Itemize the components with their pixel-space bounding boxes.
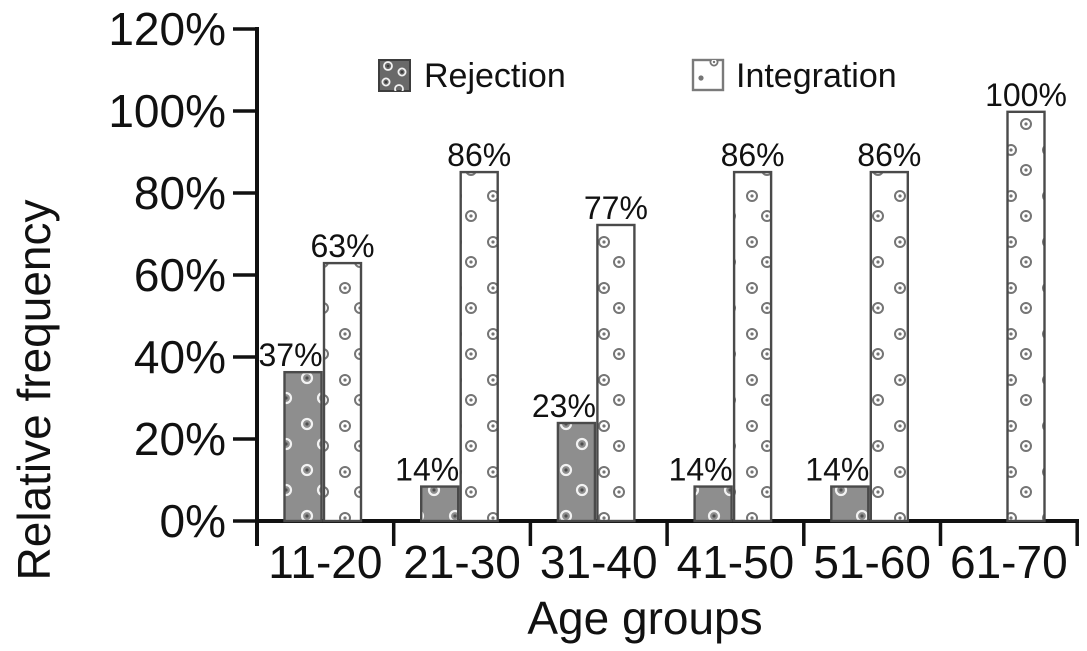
- legend-item-rejection: Rejection: [378, 57, 566, 95]
- y-tick-label: 20%: [134, 413, 226, 465]
- y-tick-label: 120%: [108, 3, 226, 55]
- value-label-integration-61-70: 100%: [985, 77, 1067, 113]
- legend-swatch-integration-icon: [691, 58, 725, 92]
- bar-rejection-41-50: [693, 485, 733, 523]
- value-label-rejection-11-20: 37%: [258, 337, 322, 373]
- value-label-rejection-51-60: 14%: [805, 452, 869, 488]
- value-label-rejection-21-30: 14%: [395, 452, 459, 488]
- x-tick-label: 21-30: [403, 536, 521, 588]
- axes: 0% 20% 40% 60% 80% 100% 120% 11-20 21-30 31-40 41-…: [108, 3, 1079, 588]
- value-label-integration-11-20: 63%: [310, 228, 374, 264]
- value-label-rejection-41-50: 14%: [669, 452, 733, 488]
- y-tick-label: 60%: [134, 249, 226, 301]
- legend-swatch-integration-dots: [698, 60, 719, 81]
- x-tick-label: 61-70: [950, 536, 1068, 588]
- value-label-rejection-31-40: 23%: [532, 388, 596, 424]
- x-axis-title: Age groups: [527, 592, 762, 644]
- bars: [283, 110, 1046, 523]
- value-label-integration-21-30: 86%: [447, 137, 511, 173]
- legend: Rejection Integration: [378, 57, 897, 95]
- bar-rejection-21-30: [420, 485, 460, 523]
- value-label-integration-41-50: 86%: [721, 137, 785, 173]
- legend-label-rejection: Rejection: [424, 57, 566, 95]
- value-labels: 37% 14% 23% 14% 14% 63% 86% 77% 86% 86% 100%: [258, 77, 1066, 488]
- x-tick-label: 11-20: [268, 536, 382, 588]
- bar-integration-21-30: [459, 170, 499, 523]
- bar-integration-11-20: [322, 261, 363, 523]
- bar-integration-51-60: [869, 170, 909, 523]
- y-axis-title: Relative frequency: [8, 200, 60, 581]
- legend-swatch-rejection-dots: [381, 61, 407, 91]
- bar-integration-41-50: [732, 170, 773, 523]
- bar-rejection-51-60: [830, 485, 870, 523]
- bar-rejection-31-40: [556, 421, 597, 523]
- y-tick-label: 80%: [134, 167, 226, 219]
- y-tick-label: 40%: [134, 331, 226, 383]
- x-tick-label: 31-40: [540, 536, 658, 588]
- bar-integration-31-40: [596, 223, 636, 523]
- x-tick-label: 51-60: [813, 536, 931, 588]
- legend-label-integration: Integration: [736, 57, 897, 95]
- bar-integration-61-70: [1006, 110, 1046, 523]
- value-label-integration-31-40: 77%: [584, 190, 648, 226]
- x-tick-label: 41-50: [677, 536, 795, 588]
- y-tick-label: 0%: [160, 495, 226, 547]
- y-tick-label: 100%: [108, 85, 226, 137]
- bar-rejection-11-20: [283, 370, 323, 523]
- legend-item-integration: Integration: [691, 57, 897, 95]
- value-label-integration-51-60: 86%: [857, 137, 921, 173]
